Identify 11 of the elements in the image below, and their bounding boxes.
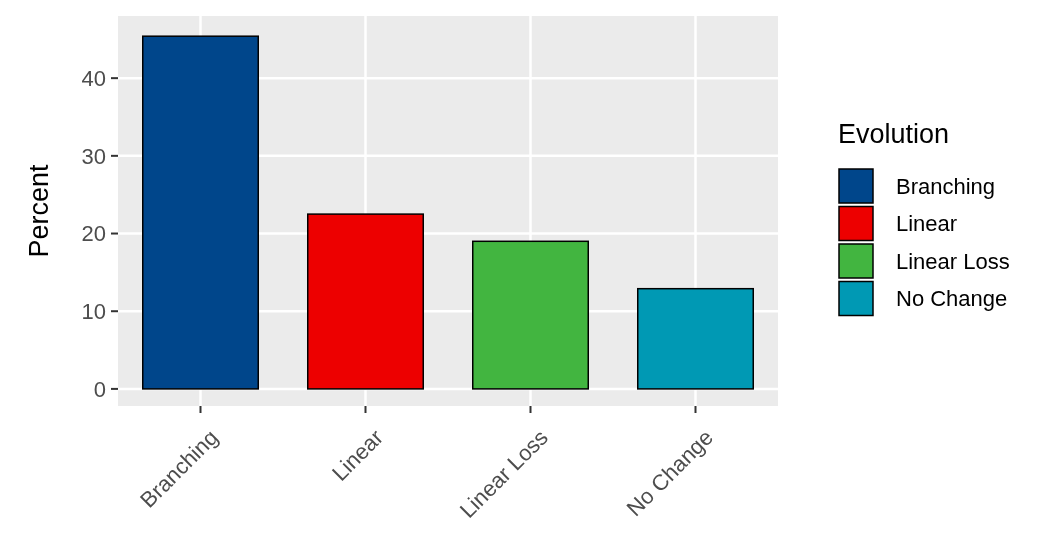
- y-tick-label: 10: [81, 298, 106, 324]
- y-tick-label: 30: [81, 143, 106, 169]
- y-tick-label: 20: [81, 221, 106, 247]
- legend-label: Branching: [896, 173, 996, 199]
- y-axis-title: Percent: [24, 163, 54, 258]
- legend-label: No Change: [896, 286, 1008, 312]
- y-tick-label: 40: [81, 65, 106, 91]
- legend-label: Linear Loss: [896, 248, 1010, 274]
- legend-label: Linear: [896, 211, 958, 237]
- legend-title: Evolution: [838, 119, 950, 149]
- y-tick-label: 0: [93, 376, 106, 402]
